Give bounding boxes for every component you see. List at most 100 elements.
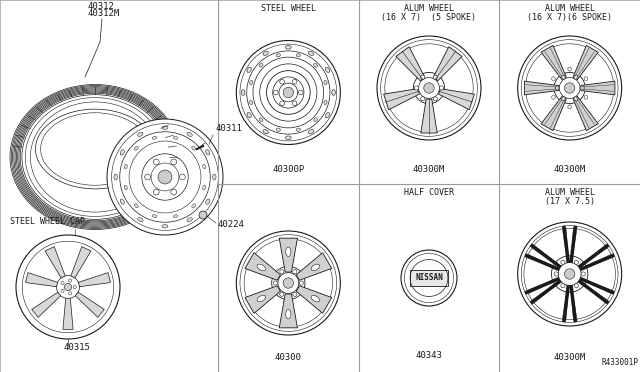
Circle shape — [581, 272, 585, 276]
Circle shape — [580, 86, 584, 90]
Ellipse shape — [324, 100, 327, 105]
Polygon shape — [573, 96, 598, 131]
Circle shape — [283, 87, 294, 98]
Polygon shape — [245, 286, 280, 313]
Polygon shape — [524, 81, 559, 95]
Ellipse shape — [314, 64, 317, 67]
Polygon shape — [79, 273, 111, 287]
Ellipse shape — [296, 54, 300, 57]
Text: 40311: 40311 — [215, 124, 242, 133]
Circle shape — [552, 77, 556, 80]
Ellipse shape — [241, 90, 245, 95]
Circle shape — [292, 101, 297, 106]
Ellipse shape — [308, 51, 314, 55]
Ellipse shape — [257, 295, 266, 302]
Ellipse shape — [263, 51, 268, 55]
Circle shape — [298, 90, 303, 95]
Text: 40300M: 40300M — [554, 166, 586, 174]
Circle shape — [68, 279, 72, 282]
Text: 40312: 40312 — [88, 2, 115, 11]
Circle shape — [280, 270, 284, 274]
Ellipse shape — [134, 204, 138, 208]
Circle shape — [433, 75, 437, 79]
Ellipse shape — [250, 80, 253, 84]
Circle shape — [154, 159, 159, 165]
Polygon shape — [541, 45, 566, 80]
Polygon shape — [421, 99, 437, 133]
Ellipse shape — [120, 150, 124, 155]
Polygon shape — [433, 47, 462, 81]
Ellipse shape — [114, 174, 118, 180]
Circle shape — [555, 86, 559, 90]
Ellipse shape — [152, 215, 157, 218]
Circle shape — [584, 96, 588, 99]
Text: 40224: 40224 — [218, 220, 245, 229]
Ellipse shape — [285, 136, 291, 140]
Circle shape — [415, 86, 419, 90]
Circle shape — [68, 292, 72, 295]
Polygon shape — [63, 298, 73, 329]
Ellipse shape — [205, 199, 210, 204]
Ellipse shape — [187, 132, 192, 137]
Circle shape — [171, 189, 177, 195]
Circle shape — [61, 289, 64, 292]
Ellipse shape — [325, 67, 330, 73]
Text: STEEL WHEEL: STEEL WHEEL — [261, 4, 316, 13]
Circle shape — [300, 281, 303, 285]
Ellipse shape — [311, 295, 319, 302]
Circle shape — [280, 79, 284, 84]
Polygon shape — [26, 273, 58, 287]
Polygon shape — [383, 89, 419, 110]
Circle shape — [433, 97, 437, 101]
Circle shape — [292, 270, 297, 274]
Polygon shape — [76, 292, 104, 317]
Polygon shape — [438, 89, 474, 110]
Circle shape — [564, 83, 575, 93]
Circle shape — [107, 119, 223, 235]
Polygon shape — [541, 96, 566, 131]
Ellipse shape — [192, 204, 196, 208]
Circle shape — [568, 67, 572, 71]
Ellipse shape — [285, 45, 291, 49]
Ellipse shape — [212, 174, 216, 180]
Circle shape — [292, 79, 297, 84]
Circle shape — [568, 105, 572, 109]
Ellipse shape — [247, 112, 252, 118]
Circle shape — [584, 77, 588, 80]
Circle shape — [552, 96, 556, 99]
Circle shape — [420, 97, 425, 101]
Ellipse shape — [31, 102, 159, 212]
Circle shape — [273, 281, 277, 285]
Circle shape — [574, 260, 579, 264]
Polygon shape — [71, 247, 91, 278]
Text: (16 X 7)(6 SPOKE): (16 X 7)(6 SPOKE) — [527, 13, 612, 22]
Ellipse shape — [192, 146, 196, 150]
Circle shape — [73, 285, 76, 289]
Ellipse shape — [124, 185, 127, 190]
Text: 40343: 40343 — [415, 352, 442, 360]
Text: (16 X 7)  (5 SPOKE): (16 X 7) (5 SPOKE) — [381, 13, 477, 22]
Circle shape — [61, 282, 64, 285]
Ellipse shape — [324, 80, 327, 84]
Circle shape — [280, 292, 284, 296]
Ellipse shape — [296, 128, 300, 131]
Ellipse shape — [259, 118, 263, 122]
Ellipse shape — [285, 247, 291, 256]
Circle shape — [158, 170, 172, 184]
Circle shape — [561, 97, 566, 101]
Circle shape — [574, 97, 578, 101]
Text: ALUM WHEEL: ALUM WHEEL — [404, 4, 454, 13]
Ellipse shape — [247, 67, 252, 73]
Polygon shape — [296, 286, 332, 313]
Ellipse shape — [203, 164, 205, 169]
Circle shape — [154, 189, 159, 195]
Circle shape — [283, 278, 294, 288]
Circle shape — [292, 292, 297, 296]
Circle shape — [561, 283, 565, 288]
Ellipse shape — [162, 126, 168, 129]
Ellipse shape — [314, 118, 317, 122]
Circle shape — [564, 269, 575, 279]
Circle shape — [280, 101, 284, 106]
Polygon shape — [573, 45, 598, 80]
Ellipse shape — [162, 225, 168, 228]
